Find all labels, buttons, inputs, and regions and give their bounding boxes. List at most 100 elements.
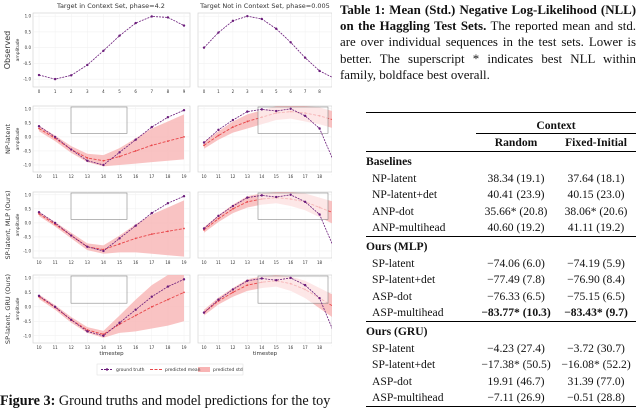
predicted-mean-point — [118, 155, 121, 158]
nll-random: −77.49 (7.8) — [487, 273, 545, 287]
table-row: ASP-dot 19.91 (46.7) 31.39 (77.0) — [366, 373, 636, 389]
predicted-mean-point — [150, 144, 153, 147]
legend-label-mean: predicted mean — [165, 367, 201, 373]
x-tick-label: 18 — [317, 174, 323, 179]
ground-truth-point — [150, 295, 153, 298]
x-tick-label: 10 — [36, 174, 42, 179]
predicted-mean-point — [102, 159, 105, 162]
ground-truth-point — [102, 49, 105, 52]
y-tick-label: -0.5 — [23, 234, 31, 239]
x-tick-label: 5 — [275, 89, 278, 94]
x-tick-label: 14 — [101, 345, 107, 350]
x-tick-label: 7 — [304, 89, 307, 94]
x-tick-label: 12 — [69, 260, 75, 265]
x-tick-label: 18 — [165, 345, 171, 350]
x-axis-label: timestep — [253, 351, 278, 357]
x-tick-label: 18 — [165, 174, 171, 179]
legend-label-truth: ground truth — [116, 367, 145, 373]
nll-random: −74.06 (6.0) — [487, 256, 545, 270]
predicted-std-swatch — [198, 367, 210, 372]
table-caption-body: The reported mean and std. are over indi… — [340, 19, 636, 82]
x-tick-label: 4 — [261, 89, 264, 94]
model-name: SP-latent+det — [372, 358, 436, 372]
x-tick-label: 1 — [54, 89, 57, 94]
ground-truth-point — [53, 135, 57, 139]
table-row: ASP-dot −76.33 (6.5) −75.15 (6.5) — [366, 288, 636, 304]
y-tick-label: -1.0 — [23, 77, 31, 82]
ground-truth-point — [246, 279, 249, 282]
nll-fixed: 37.64 (18.1) — [567, 171, 625, 185]
ground-truth-point — [37, 294, 41, 298]
x-tick-label: 10 — [36, 345, 42, 350]
predicted-mean-point — [246, 284, 249, 287]
predicted-mean-point — [150, 233, 153, 236]
ground-truth-line — [203, 108, 332, 159]
y-axis-label: amplitude — [15, 38, 21, 61]
ground-truth-point — [217, 298, 220, 301]
y-tick-label: 0.0 — [25, 304, 32, 309]
predicted-mean-line — [38, 213, 185, 251]
section-header: Ours (MLP) — [366, 235, 636, 256]
predicted-mean-point — [134, 237, 137, 240]
ground-truth-point — [231, 19, 235, 23]
predicted-mean-point — [150, 305, 153, 308]
row-label: SP-latent, GRU (Ours) — [4, 274, 12, 344]
ground-truth-line — [203, 194, 332, 245]
ground-truth-point — [134, 138, 137, 141]
x-tick-label: 12 — [230, 345, 236, 350]
ground-truth-point — [182, 195, 186, 198]
section-title: Ours (GRU) — [366, 320, 636, 341]
predicted-mean-point — [246, 120, 249, 123]
table-caption: Table 1: Mean (Std.) Negative Log-Likeli… — [340, 2, 636, 83]
x-tick-label: 16 — [288, 174, 294, 179]
ground-truth-point — [318, 296, 321, 300]
ground-truth-point — [166, 202, 170, 205]
x-tick-label: 14 — [259, 260, 265, 265]
nll-fixed: 41.11 (19.2) — [567, 221, 625, 235]
x-tick-label: 14 — [259, 345, 265, 350]
zoom-inset — [257, 106, 329, 134]
ground-truth-point — [182, 109, 186, 112]
predicted-mean-point — [183, 291, 185, 294]
predicted-mean-point — [38, 213, 40, 215]
nll-fixed: 40.15 (23.0) — [567, 188, 625, 202]
table-row: NP-latent+det 40.41 (23.9) 40.15 (23.0) — [366, 187, 636, 203]
x-tick-label: 19 — [331, 345, 332, 350]
ground-truth-point — [102, 334, 105, 337]
predicted-mean-point — [217, 134, 220, 137]
predicted-mean-point — [231, 207, 234, 210]
ground-truth-point — [37, 73, 41, 77]
x-tick-label: 19 — [181, 174, 187, 179]
x-tick-label: 2 — [70, 89, 73, 94]
row-label: Observed — [3, 31, 12, 70]
ground-truth-point — [134, 21, 137, 25]
col-title-right: Target Not in Context Set, phase=0.005 — [199, 2, 330, 10]
x-tick-label: 17 — [149, 174, 155, 179]
ground-truth-point — [275, 27, 278, 30]
nll-fixed: −74.19 (5.9) — [567, 256, 625, 270]
ground-truth-point — [303, 283, 307, 287]
predicted-mean-point — [134, 314, 137, 317]
ground-truth-point — [318, 69, 321, 73]
nll-random: 35.66* (20.8) — [484, 204, 548, 218]
y-tick-label: 0.5 — [25, 206, 32, 211]
table-row: ANP-dot 35.66* (20.8) 38.06* (20.6) — [366, 203, 636, 219]
nll-fixed: −16.08* (52.2) — [561, 358, 631, 372]
ground-truth-point — [182, 278, 186, 281]
ground-truth-point — [118, 34, 121, 37]
col-header-random: Random — [494, 136, 538, 150]
y-axis-label: amplitude — [15, 213, 21, 236]
nll-fixed: 31.39 (77.0) — [567, 374, 625, 388]
ground-truth-point — [246, 196, 249, 199]
row-label: SP-latent, MLP (Ours) — [4, 191, 12, 260]
model-name: ANP-dot — [372, 204, 414, 218]
x-tick-label: 12 — [69, 345, 75, 350]
ground-truth-point — [102, 249, 105, 253]
col-header-fixed: Fixed-Initial — [565, 136, 627, 150]
model-name: SP-latent+det — [372, 273, 436, 287]
predicted-mean-point — [166, 230, 169, 233]
zoom-inset — [257, 192, 329, 220]
ground-truth-point — [86, 63, 89, 67]
row-label: NP-latent — [4, 124, 12, 154]
x-tick-label: 11 — [216, 174, 222, 179]
